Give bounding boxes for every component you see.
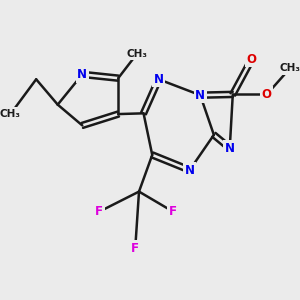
Text: N: N [154,73,164,86]
Text: CH₃: CH₃ [0,109,21,119]
Text: N: N [225,142,235,154]
Text: F: F [131,242,139,255]
Text: O: O [247,53,257,66]
Text: CH₃: CH₃ [280,63,300,73]
Text: N: N [195,89,205,102]
Text: O: O [262,88,272,101]
Text: CH₃: CH₃ [127,49,148,58]
Text: N: N [77,68,87,81]
Text: F: F [95,205,103,218]
Text: F: F [169,205,177,218]
Text: N: N [185,164,195,176]
